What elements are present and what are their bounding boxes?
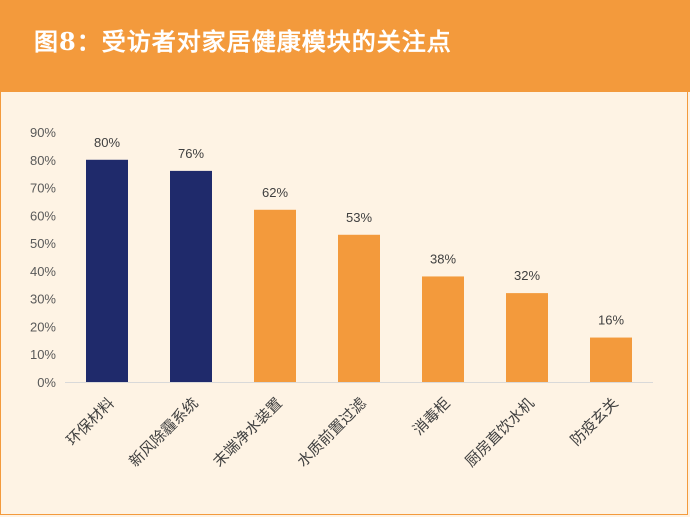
bar	[506, 293, 548, 382]
y-tick-label: 20%	[30, 319, 56, 334]
data-label: 62%	[262, 185, 288, 200]
y-tick-label: 0%	[37, 375, 56, 390]
bar	[254, 209, 296, 382]
y-tick-label: 80%	[30, 153, 56, 168]
x-tick-label: 防疫玄关	[567, 394, 622, 449]
x-tick-label: 末端净水装置	[209, 394, 285, 470]
y-tick-label: 90%	[30, 125, 56, 140]
data-label: 53%	[346, 210, 372, 225]
data-label: 16%	[598, 313, 624, 328]
bar	[422, 276, 464, 382]
y-tick-label: 40%	[30, 264, 56, 279]
y-tick-label: 50%	[30, 236, 56, 251]
data-label: 76%	[178, 146, 204, 161]
bar	[86, 159, 128, 382]
x-tick-label: 消毒柜	[409, 394, 454, 439]
header-bar: 图8：受访者对家居健康模块的关注点	[0, 0, 690, 92]
x-tick-label: 新风除霾系统	[125, 394, 201, 470]
x-tick-label: 水质前置过滤	[293, 394, 369, 470]
bar	[170, 170, 212, 382]
x-tick-label: 环保材料	[63, 394, 118, 449]
bar	[590, 337, 632, 382]
data-label: 38%	[430, 251, 456, 266]
data-label: 32%	[514, 268, 540, 283]
y-tick-label: 30%	[30, 292, 56, 307]
data-label: 80%	[94, 135, 120, 150]
y-tick-label: 70%	[30, 181, 56, 196]
x-tick-label: 厨房直饮水机	[461, 394, 537, 470]
chart-title: 图8：受访者对家居健康模块的关注点	[34, 27, 452, 56]
y-tick-label: 60%	[30, 208, 56, 223]
bar	[338, 234, 380, 382]
y-tick-label: 10%	[30, 347, 56, 362]
